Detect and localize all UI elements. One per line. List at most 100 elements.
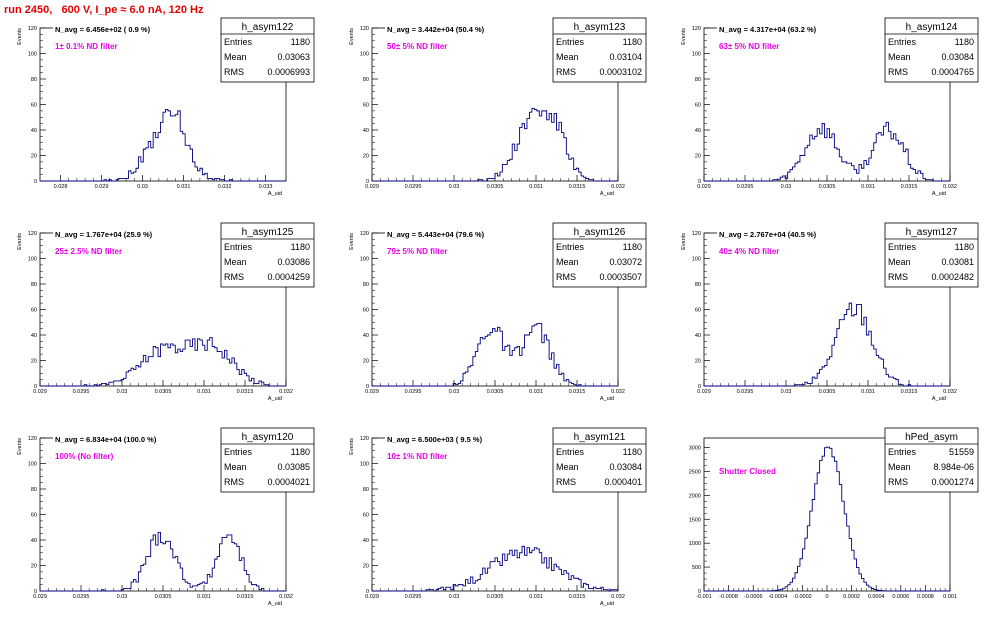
navg-box xyxy=(717,227,885,241)
y-tick-label: 80 xyxy=(363,77,369,83)
x-axis-label: A_uid xyxy=(268,601,282,607)
histogram-svg: 0 20 40 60 80 100 120 0.029 0.0295 0.03 0.0305 0.03… xyxy=(349,17,647,197)
navg-label: N_avg = 5.443e+04 (79.6 %) xyxy=(387,230,485,239)
stats-label-mean: Mean xyxy=(556,52,579,62)
y-tick-label: 0 xyxy=(34,179,37,185)
x-tick-label: 0.0295 xyxy=(737,389,754,395)
stats-value-entries: 1180 xyxy=(291,242,310,252)
filter-label: 1± 0.1% ND filter xyxy=(55,42,118,51)
histogram-panel-hped-asym: 0 500 1000 1500 2000 2500 3000 -0.001 -0.0008 -0.… xyxy=(664,427,994,635)
histogram-line xyxy=(704,302,950,387)
y-tick-label: 120 xyxy=(692,231,701,237)
x-tick-label: 0.029 xyxy=(697,184,711,190)
y-axis-label: Events xyxy=(681,28,687,45)
stats-value-mean: 0.03086 xyxy=(277,257,310,267)
stats-hist-name: h_asym122 xyxy=(242,22,294,33)
y-tick-label: 100 xyxy=(28,257,37,263)
y-tick-label: 100 xyxy=(360,462,369,468)
y-tick-label: 20 xyxy=(363,359,369,365)
x-tick-label: 0.03 xyxy=(449,184,460,190)
x-tick-label: 0.031 xyxy=(177,184,191,190)
y-axis-label: Events xyxy=(349,28,355,45)
x-tick-label: 0.0008 xyxy=(917,594,934,600)
stats-box xyxy=(220,17,315,83)
stats-label-entries: Entries xyxy=(888,447,917,457)
x-tick-label: 0.032 xyxy=(611,389,625,395)
x-tick-label: 0.03 xyxy=(117,594,128,600)
stats-label-rms: RMS xyxy=(224,477,244,487)
stats-value-rms: 0.0003507 xyxy=(599,272,642,282)
x-tick-label: 0.032 xyxy=(279,389,293,395)
stats-label-rms: RMS xyxy=(888,272,908,282)
y-tick-label: 0 xyxy=(34,589,37,595)
x-tick-label: 0.0315 xyxy=(237,594,254,600)
filter-label: 25± 2.5% ND filter xyxy=(55,247,122,256)
stats-value-entries: 1180 xyxy=(623,242,642,252)
histogram-panel-h-asym123: 0 20 40 60 80 100 120 0.029 0.0295 0.03 0.0305 0.03… xyxy=(332,17,662,225)
x-tick-label: 0.03 xyxy=(117,389,128,395)
y-tick-label: 120 xyxy=(28,231,37,237)
y-tick-label: 0 xyxy=(366,589,369,595)
x-tick-label: 0.032 xyxy=(279,594,293,600)
stats-value-entries: 1180 xyxy=(623,37,642,47)
y-tick-label: 60 xyxy=(363,513,369,519)
stats-box xyxy=(220,222,315,288)
x-tick-label: 0.0305 xyxy=(487,594,504,600)
y-tick-label: 100 xyxy=(28,462,37,468)
histogram-panel-h-asym120: 0 20 40 60 80 100 120 0.029 0.0295 0.03 0.0305 0.03… xyxy=(0,427,330,635)
stats-box xyxy=(884,427,979,493)
stats-hist-name: h_asym124 xyxy=(906,22,958,33)
navg-box xyxy=(717,22,885,36)
x-tick-label: 0.0295 xyxy=(73,594,90,600)
filter-label: Shutter Closed xyxy=(719,467,776,476)
x-tick-label: 0.029 xyxy=(365,594,379,600)
stats-value-entries: 51559 xyxy=(949,447,974,457)
stats-value-rms: 0.0003102 xyxy=(599,67,642,77)
y-tick-label: 20 xyxy=(31,359,37,365)
y-tick-label: 0 xyxy=(366,384,369,390)
histogram-panel-h-asym127: 0 20 40 60 80 100 120 0.029 0.0295 0.03 0.0305 0.03… xyxy=(664,222,994,430)
filter-label: 79± 5% ND filter xyxy=(387,247,447,256)
navg-label: N_avg = 3.442e+04 (50.4 %) xyxy=(387,25,485,34)
stats-label-rms: RMS xyxy=(556,272,576,282)
x-tick-label: 0.031 xyxy=(197,389,211,395)
y-tick-label: 60 xyxy=(695,308,701,314)
x-tick-label: 0.031 xyxy=(529,594,543,600)
stats-label-entries: Entries xyxy=(556,447,585,457)
y-tick-label: 40 xyxy=(363,538,369,544)
y-tick-label: 20 xyxy=(695,154,701,160)
x-tick-label: 0.0305 xyxy=(487,184,504,190)
x-tick-label: 0.0295 xyxy=(405,389,422,395)
y-tick-label: 20 xyxy=(695,359,701,365)
stats-label-mean: Mean xyxy=(556,257,579,267)
x-tick-label: 0.0002 xyxy=(843,594,860,600)
x-axis-label: A_uid xyxy=(932,396,946,402)
x-tick-label: 0 xyxy=(825,594,828,600)
stats-label-entries: Entries xyxy=(556,37,585,47)
y-tick-label: 100 xyxy=(360,52,369,58)
x-tick-label: 0.029 xyxy=(365,389,379,395)
stats-label-entries: Entries xyxy=(224,242,253,252)
x-tick-label: 0.032 xyxy=(943,184,957,190)
x-axis-label: A_uid xyxy=(932,191,946,197)
y-tick-label: 120 xyxy=(360,231,369,237)
stats-label-entries: Entries xyxy=(888,242,917,252)
stats-box xyxy=(220,427,315,493)
navg-label: N_avg = 6.456e+02 ( 0.9 %) xyxy=(55,25,151,34)
stats-label-mean: Mean xyxy=(224,462,247,472)
y-axis-label: Events xyxy=(349,233,355,250)
navg-label: N_avg = 6.834e+04 (100.0 %) xyxy=(55,435,157,444)
stats-hist-name: h_asym121 xyxy=(574,432,626,443)
y-tick-label: 0 xyxy=(34,384,37,390)
y-tick-label: 120 xyxy=(28,436,37,442)
x-tick-label: 0.0305 xyxy=(487,389,504,395)
filter-label: 100% (No filter) xyxy=(55,452,114,461)
stats-box xyxy=(552,17,647,83)
y-tick-label: 60 xyxy=(363,308,369,314)
histogram-svg: 0 20 40 60 80 100 120 0.029 0.0295 0.03 0.0305 0.03… xyxy=(349,427,647,607)
y-axis-label: Events xyxy=(349,438,355,455)
stats-box xyxy=(552,222,647,288)
y-tick-label: 60 xyxy=(31,308,37,314)
histogram-svg: 0 20 40 60 80 100 120 0.029 0.0295 0.03 0.0305 0.03… xyxy=(349,222,647,402)
x-tick-label: 0.0305 xyxy=(155,389,172,395)
